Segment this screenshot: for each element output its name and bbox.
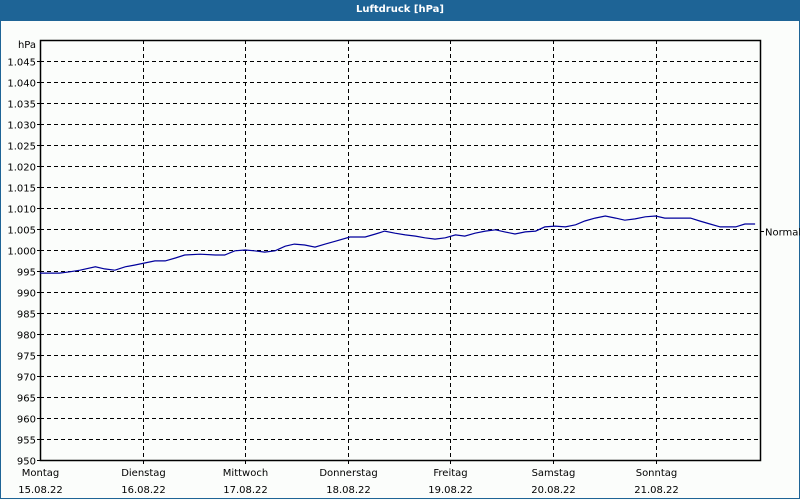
y-tick-label: 1.045 — [7, 58, 36, 69]
y-tick-label: 1.030 — [7, 121, 36, 132]
x-day-label: Montag — [22, 468, 59, 479]
y-tick-label: 985 — [17, 310, 36, 321]
pressure-line — [40, 215, 756, 274]
y-tick-label: 990 — [17, 289, 36, 300]
normal-label: Normal — [765, 228, 800, 239]
y-tick-label: 995 — [17, 268, 36, 279]
y-tick-label: 1.005 — [7, 226, 36, 237]
y-tick-label: 1.020 — [7, 163, 36, 174]
x-day-label: Dienstag — [121, 468, 166, 479]
x-day-label: Sonntag — [636, 468, 678, 479]
y-tick-label: 950 — [17, 457, 36, 468]
x-date-label: 15.08.22 — [18, 485, 63, 496]
y-tick-label: 1.015 — [7, 184, 36, 195]
y-tick-label: 1.025 — [7, 142, 36, 153]
x-date-label: 20.08.22 — [531, 485, 576, 496]
y-tick-label: 965 — [17, 394, 36, 405]
x-date-label: 16.08.22 — [121, 485, 166, 496]
y-tick-label: 1.010 — [7, 205, 36, 216]
x-day-label: Mittwoch — [223, 468, 268, 479]
x-day-label: Donnerstag — [319, 468, 377, 479]
y-tick-label: 955 — [17, 436, 36, 447]
x-date-label: 21.08.22 — [634, 485, 679, 496]
x-day-label: Samstag — [532, 468, 576, 479]
y-tick-label: 1.035 — [7, 100, 36, 111]
x-day-label: Freitag — [433, 468, 467, 479]
y-tick-label: 1.000 — [7, 247, 36, 258]
y-axis-unit: hPa — [18, 40, 36, 51]
plot-area-border — [39, 39, 762, 462]
y-tick-label: 970 — [17, 373, 36, 384]
x-date-label: 19.08.22 — [428, 485, 473, 496]
y-tick-label: 975 — [17, 352, 36, 363]
chart-title: Luftdruck [hPa] — [0, 0, 800, 21]
x-date-label: 18.08.22 — [326, 485, 371, 496]
y-tick-label: 980 — [17, 331, 36, 342]
x-date-label: 17.08.22 — [223, 485, 268, 496]
y-tick-label: 960 — [17, 415, 36, 426]
y-tick-label: 1.040 — [7, 79, 36, 90]
